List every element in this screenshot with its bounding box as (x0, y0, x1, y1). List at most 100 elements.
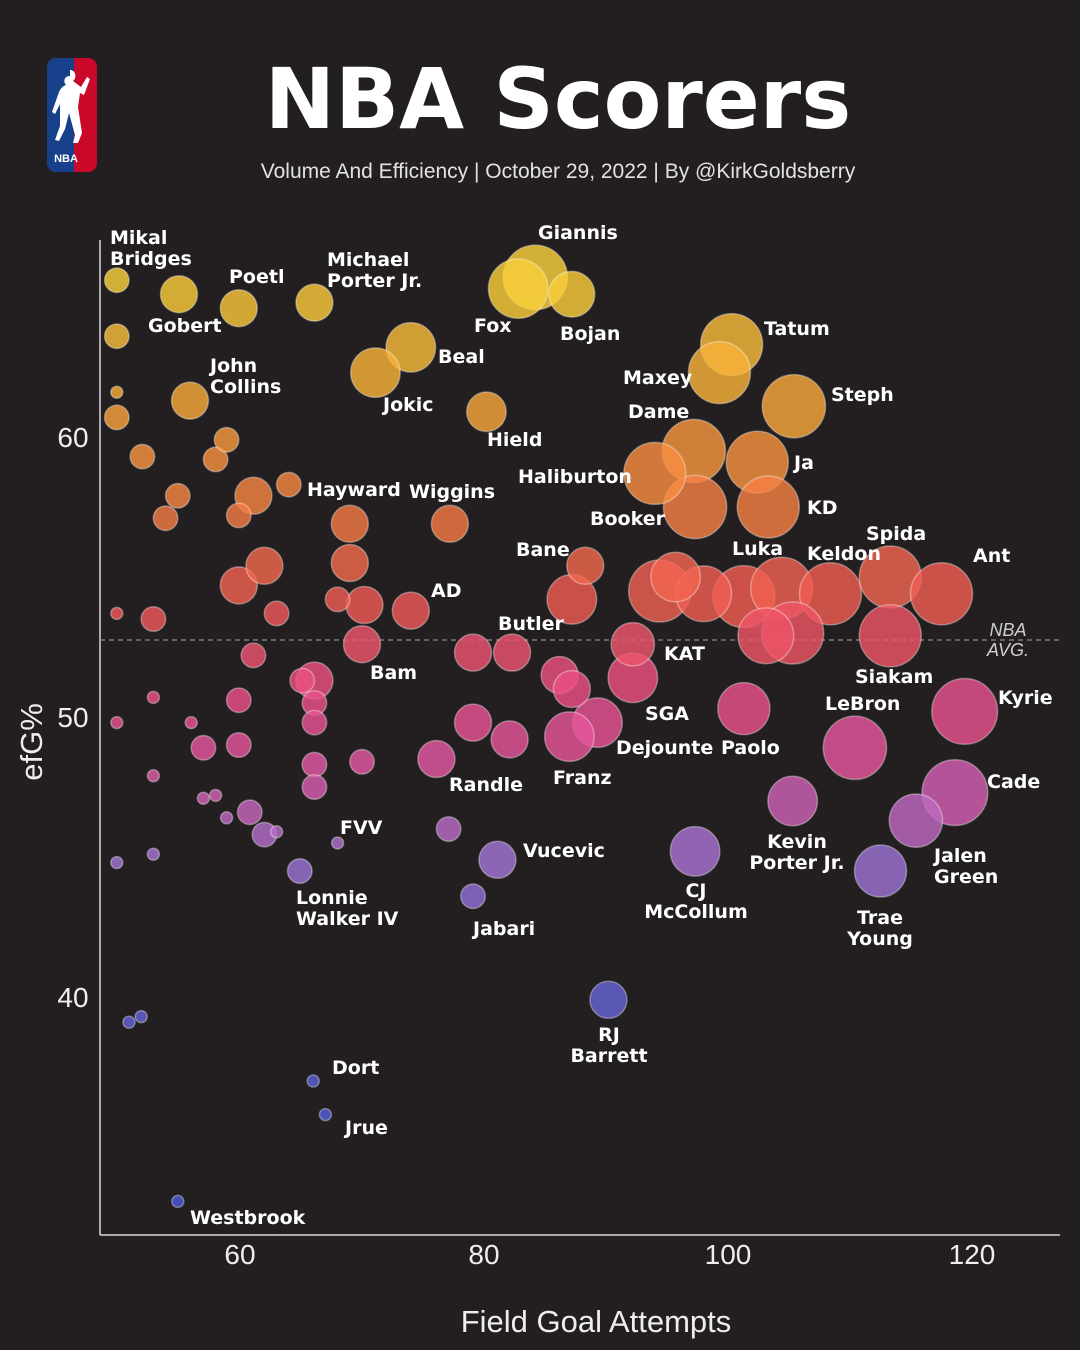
x-tick-label: 60 (224, 1239, 255, 1270)
point (110, 855, 124, 870)
point-label: Keldon (807, 543, 881, 565)
point (269, 825, 284, 839)
point (289, 667, 316, 694)
point-fvv (330, 836, 345, 850)
chart-subtitle: Volume And Efficiency | October 29, 2022… (261, 160, 856, 183)
point (146, 690, 161, 705)
point-michael-porter-jr (295, 283, 334, 322)
point-label: Fox (474, 315, 512, 337)
point-label: Poetl (229, 266, 284, 288)
point-steph (761, 373, 827, 439)
point (146, 769, 161, 783)
point (301, 774, 328, 800)
point-lonnie-walker-iv (286, 858, 313, 884)
point-label: RJ Barrett (570, 1024, 647, 1067)
point-poetl (219, 288, 259, 328)
point (190, 734, 217, 761)
nba-average-line-group: NBA AVG. (100, 620, 1060, 660)
point-trae-young (853, 844, 908, 898)
nba-average-label: NBA AVG. (986, 620, 1029, 660)
point (225, 732, 252, 758)
point-beal (385, 321, 437, 373)
point (219, 811, 234, 825)
point-cj-mccollum (669, 825, 721, 877)
point (552, 669, 592, 709)
point (184, 715, 198, 730)
point-label: Haliburton (518, 466, 632, 488)
point-bane (566, 546, 605, 586)
point-label: Butler (498, 613, 564, 635)
point-haliburton (623, 441, 687, 506)
point-label: AD (431, 580, 461, 602)
point-label: Siakam (855, 666, 933, 688)
point-wiggins (430, 504, 470, 544)
point-hield (465, 391, 507, 433)
point (737, 607, 795, 665)
x-tick-labels: 60 80 100 120 (224, 1239, 995, 1270)
point-label: Luka (732, 538, 783, 560)
point-keldon (798, 562, 863, 626)
point-kat (610, 621, 656, 667)
point (236, 799, 263, 826)
point-vucevic (478, 840, 517, 880)
point (110, 606, 124, 621)
point (225, 687, 252, 714)
y-tick-labels: 40 50 60 (57, 422, 88, 1013)
chart-title: NBA Scorers (265, 50, 851, 148)
point-jokic (349, 347, 401, 399)
y-tick-label: 60 (57, 422, 88, 453)
point (345, 585, 384, 625)
point-label: KAT (664, 643, 705, 665)
point (650, 551, 702, 603)
point-label: KD (807, 497, 838, 519)
point (202, 446, 229, 473)
point-label: Lonnie Walker IV (296, 887, 399, 930)
point (103, 404, 130, 431)
y-tick-label: 40 (57, 982, 88, 1013)
point-ad (391, 591, 431, 630)
point-label: Cade (987, 771, 1040, 793)
point (219, 566, 259, 605)
point-rj-barrett (589, 980, 628, 1020)
point-paolo (717, 681, 771, 736)
point-label: Hield (487, 429, 542, 451)
point (146, 847, 161, 861)
point (110, 385, 124, 399)
point-hayward (275, 471, 302, 498)
point-label: Steph (831, 384, 894, 406)
point (435, 816, 462, 842)
point (330, 543, 370, 583)
point-label: Westbrook (190, 1207, 306, 1229)
point-dort (306, 1074, 320, 1088)
point (453, 633, 493, 672)
point-butler (492, 633, 532, 672)
point-label: Wiggins (409, 481, 495, 503)
point (301, 709, 328, 736)
logo-text: NBA (54, 153, 78, 165)
point-randle (417, 739, 456, 779)
point (134, 1009, 148, 1024)
x-axis-label: Field Goal Attempts (461, 1304, 732, 1339)
point-label: Franz (553, 767, 612, 789)
point (164, 482, 191, 509)
point (140, 606, 167, 632)
x-tick-label: 120 (949, 1239, 996, 1270)
point (103, 323, 130, 350)
point-label: Jalen Green (932, 845, 998, 888)
point (330, 504, 370, 544)
point-label: Bane (516, 539, 570, 561)
point-label: Vucevic (523, 840, 605, 862)
point (152, 505, 179, 532)
point-label: Dejounte (616, 737, 713, 759)
point-siakam (858, 604, 923, 668)
point-jalen-green (888, 793, 944, 848)
point (225, 502, 252, 529)
point-ant (909, 562, 974, 626)
point (245, 546, 284, 586)
point-label: Maxey (623, 367, 693, 389)
point (490, 720, 529, 759)
point (196, 791, 211, 805)
point (213, 426, 240, 453)
y-tick-label: 50 (57, 702, 88, 733)
point-jrue (318, 1107, 333, 1122)
